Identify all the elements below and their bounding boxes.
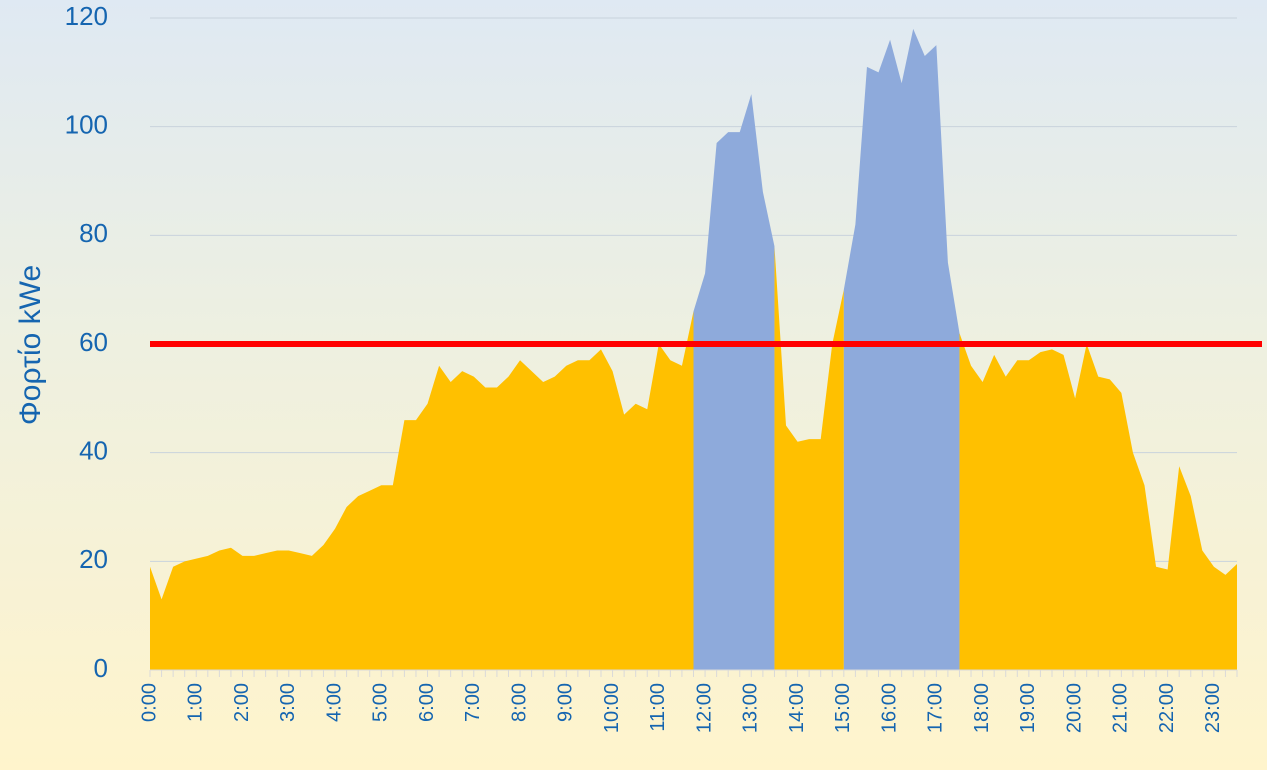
page: Φορτίο kWe 0 20 40 60 80 100 120 0:00 1:00 2:00 3:… — [0, 0, 1267, 770]
x-tick-label: 12:00 — [693, 683, 715, 733]
x-tick-label: 11:00 — [647, 683, 669, 732]
x-tick-label: 8:00 — [508, 683, 530, 722]
x-tick-label: 7:00 — [462, 683, 484, 722]
chart: Φορτίο kWe 0 20 40 60 80 100 120 0:00 1:00 2:00 3:… — [0, 0, 1267, 770]
x-tick-label: 5:00 — [370, 683, 392, 722]
x-tick-label: 2:00 — [231, 683, 253, 722]
x-tick-label: 23:00 — [1202, 683, 1224, 733]
x-tick-label: 22:00 — [1156, 683, 1178, 733]
y-tick-label: 60 — [79, 327, 108, 357]
x-tick-label: 3:00 — [277, 683, 299, 722]
x-tick-label: 6:00 — [416, 683, 438, 722]
y-tick-label: 0 — [94, 653, 108, 683]
x-tick-label: 17:00 — [925, 683, 947, 733]
x-tick-label: 13:00 — [740, 683, 762, 733]
x-tick-label: 18:00 — [971, 683, 993, 733]
x-tick-label: 14:00 — [786, 683, 808, 733]
y-axis-label: Φορτίο kWe — [14, 265, 47, 425]
x-tick-label: 9:00 — [555, 683, 577, 722]
y-tick-label: 40 — [79, 436, 108, 466]
y-tick-label: 100 — [65, 110, 108, 140]
x-tick-label: 10:00 — [601, 683, 623, 733]
x-tick-label: 4:00 — [323, 683, 345, 722]
y-tick-label: 120 — [65, 1, 108, 31]
y-tick-label: 80 — [79, 218, 108, 248]
x-tick-label: 16:00 — [878, 683, 900, 733]
x-tick-label: 1:00 — [185, 683, 207, 722]
x-tick-label: 0:00 — [138, 683, 160, 722]
x-tick-label: 19:00 — [1017, 683, 1039, 733]
x-tick-label: 15:00 — [832, 683, 854, 733]
x-tick-label: 20:00 — [1063, 683, 1085, 733]
y-tick-label: 20 — [79, 544, 108, 574]
x-tick-label: 21:00 — [1110, 683, 1132, 733]
